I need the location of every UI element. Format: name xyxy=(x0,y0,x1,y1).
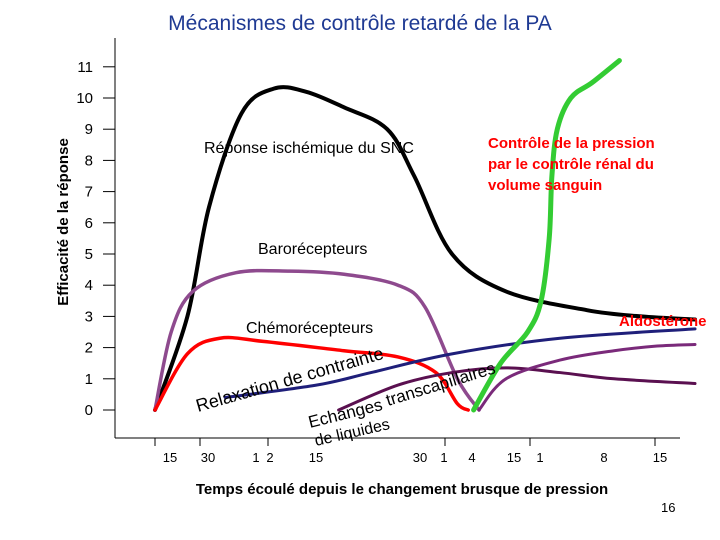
annotation-renal-control-line-1: Contrôle de la pression xyxy=(488,135,655,152)
x-tick-label: 1 xyxy=(252,450,259,465)
annotation-renal-control-line-2: par le contrôle rénal du xyxy=(488,156,654,173)
annotation-aldosterone: Aldostérone xyxy=(619,313,707,330)
y-tick-label: 8 xyxy=(85,152,93,169)
annotation-cns-ischemic: Réponse ischémique du SNC xyxy=(204,140,414,157)
series-line-capillary-exchange xyxy=(337,366,697,412)
y-axis-label: Efficacité de la réponse xyxy=(55,138,72,306)
x-tick-label: 15 xyxy=(163,450,177,465)
y-tick-label: 2 xyxy=(85,340,93,357)
series-line-stress-relaxation xyxy=(223,327,697,400)
x-tick-label: 30 xyxy=(201,450,215,465)
y-tick-label: 1 xyxy=(85,371,93,388)
series-line-aldosterone xyxy=(477,342,697,412)
y-tick-label: 4 xyxy=(85,277,93,294)
x-tick-label: 1 xyxy=(440,450,447,465)
y-tick-label: 9 xyxy=(85,121,93,138)
x-tick-label: 30 xyxy=(413,450,427,465)
series-line-renal-control xyxy=(471,58,622,413)
series-line-chemoreceptors xyxy=(153,335,470,412)
x-tick-label: 1 xyxy=(536,450,543,465)
series-line-baroreceptors xyxy=(153,268,481,412)
x-tick-label: 8 xyxy=(600,450,607,465)
x-axis-label: Temps écoulé depuis le changement brusqu… xyxy=(196,481,608,498)
annotation-renal-control-line-3: volume sanguin xyxy=(488,177,602,194)
annotation-chemoreceptors: Chémorécepteurs xyxy=(246,320,373,337)
y-tick-label: 6 xyxy=(85,215,93,232)
x-ticks: 15 30 1 2 15 30 1 4 15 1 8 15 xyxy=(154,438,667,465)
y-tick-label: 7 xyxy=(85,184,93,201)
y-tick-label: 11 xyxy=(77,59,93,76)
chart-title: Mécanismes de contrôle retardé de la PA xyxy=(168,12,552,35)
x-tick-label: 2 xyxy=(266,450,273,465)
y-tick-label: 3 xyxy=(85,308,93,325)
y-tick-label: 0 xyxy=(85,402,93,419)
slide-number: 16 xyxy=(661,500,676,515)
x-tick-label: 4 xyxy=(468,450,475,465)
series-line-cns-ischemic xyxy=(153,85,697,412)
x-tick-label: 15 xyxy=(507,450,521,465)
y-tick-label: 10 xyxy=(76,90,93,107)
series-lines xyxy=(153,58,697,413)
y-tick-label: 5 xyxy=(85,246,93,263)
y-ticks: 0 1 2 3 4 5 6 7 8 9 10 11 xyxy=(76,59,115,419)
x-tick-label: 15 xyxy=(653,450,667,465)
annotation-baroreceptors: Barorécepteurs xyxy=(258,241,367,258)
annotation-renal-control: Contrôle de la pression par le contrôle … xyxy=(488,135,659,194)
x-tick-label: 15 xyxy=(309,450,323,465)
